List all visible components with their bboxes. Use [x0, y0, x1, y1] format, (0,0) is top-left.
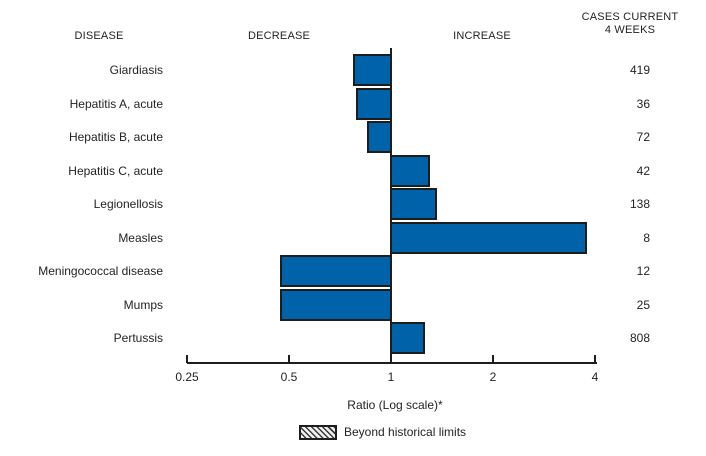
baseline-axis-ratio-1 — [390, 48, 392, 364]
x-tick-label-2: 2 — [489, 370, 497, 384]
disease-label-hepatitis-c-acute: Hepatitis C, acute — [68, 163, 163, 178]
cases-value-mumps: 25 — [636, 297, 650, 312]
cases-value-hepatitis-b-acute: 72 — [636, 130, 650, 144]
column-header-cases-current-4-weeks: CASES CURRENT 4 WEEKS — [581, 11, 679, 36]
cases-value-pertussis: 808 — [629, 331, 650, 345]
disease-label-hepatitis-b-acute: Hepatitis B, acute — [68, 130, 163, 144]
x-tick-label-0.5: 0.5 — [280, 370, 298, 384]
ratio-bar-hepatitis-c-acute — [390, 154, 430, 187]
x-tick-4 — [594, 355, 596, 363]
cases-value-legionellosis: 138 — [629, 197, 650, 211]
cases-value-hepatitis-c-acute: 42 — [636, 163, 650, 178]
legend-label: Beyond historical limits — [344, 425, 467, 439]
ratio-bar-giardiasis — [353, 54, 392, 86]
disease-label-giardiasis: Giardiasis — [109, 63, 163, 77]
ratio-bar-hepatitis-b-acute — [367, 121, 392, 153]
cases-value-meningococcal-disease: 12 — [636, 264, 650, 278]
disease-label-legionellosis: Legionellosis — [93, 197, 163, 211]
ratio-bar-pertussis — [390, 322, 425, 354]
disease-label-mumps: Mumps — [123, 297, 163, 312]
cases-value-giardiasis: 419 — [629, 63, 650, 77]
x-tick-label-1: 1 — [387, 370, 395, 384]
x-tick-label-0.25: 0.25 — [175, 370, 199, 384]
cases-value-measles: 8 — [643, 230, 650, 245]
ratio-bar-legionellosis — [390, 188, 437, 220]
hatched-swatch-icon — [299, 424, 337, 440]
x-tick-label-4: 4 — [591, 370, 599, 384]
ratio-bar-hepatitis-a-acute — [356, 87, 392, 120]
column-header-increase: INCREASE — [453, 30, 511, 42]
column-header-decrease: DECREASE — [247, 30, 311, 42]
legend: Beyond historical limits — [299, 424, 466, 440]
disease-label-hepatitis-a-acute: Hepatitis A, acute — [69, 96, 163, 111]
x-axis-line — [187, 362, 597, 364]
x-tick-0.25 — [186, 355, 188, 363]
disease-label-measles: Measles — [118, 230, 163, 245]
column-header-disease: DISEASE — [74, 30, 124, 42]
ratio-bar-measles — [390, 221, 587, 254]
ratio-bar-meningococcal-disease — [280, 255, 392, 287]
x-tick-1 — [390, 355, 392, 363]
x-axis-title: Ratio (Log scale)* — [347, 398, 443, 412]
x-tick-0.5 — [288, 355, 290, 363]
cases-value-hepatitis-a-acute: 36 — [636, 96, 650, 111]
ratio-bar-mumps — [280, 288, 392, 321]
x-tick-2 — [492, 355, 494, 363]
disease-label-pertussis: Pertussis — [113, 331, 163, 345]
disease-label-meningococcal-disease: Meningococcal disease — [38, 264, 163, 278]
